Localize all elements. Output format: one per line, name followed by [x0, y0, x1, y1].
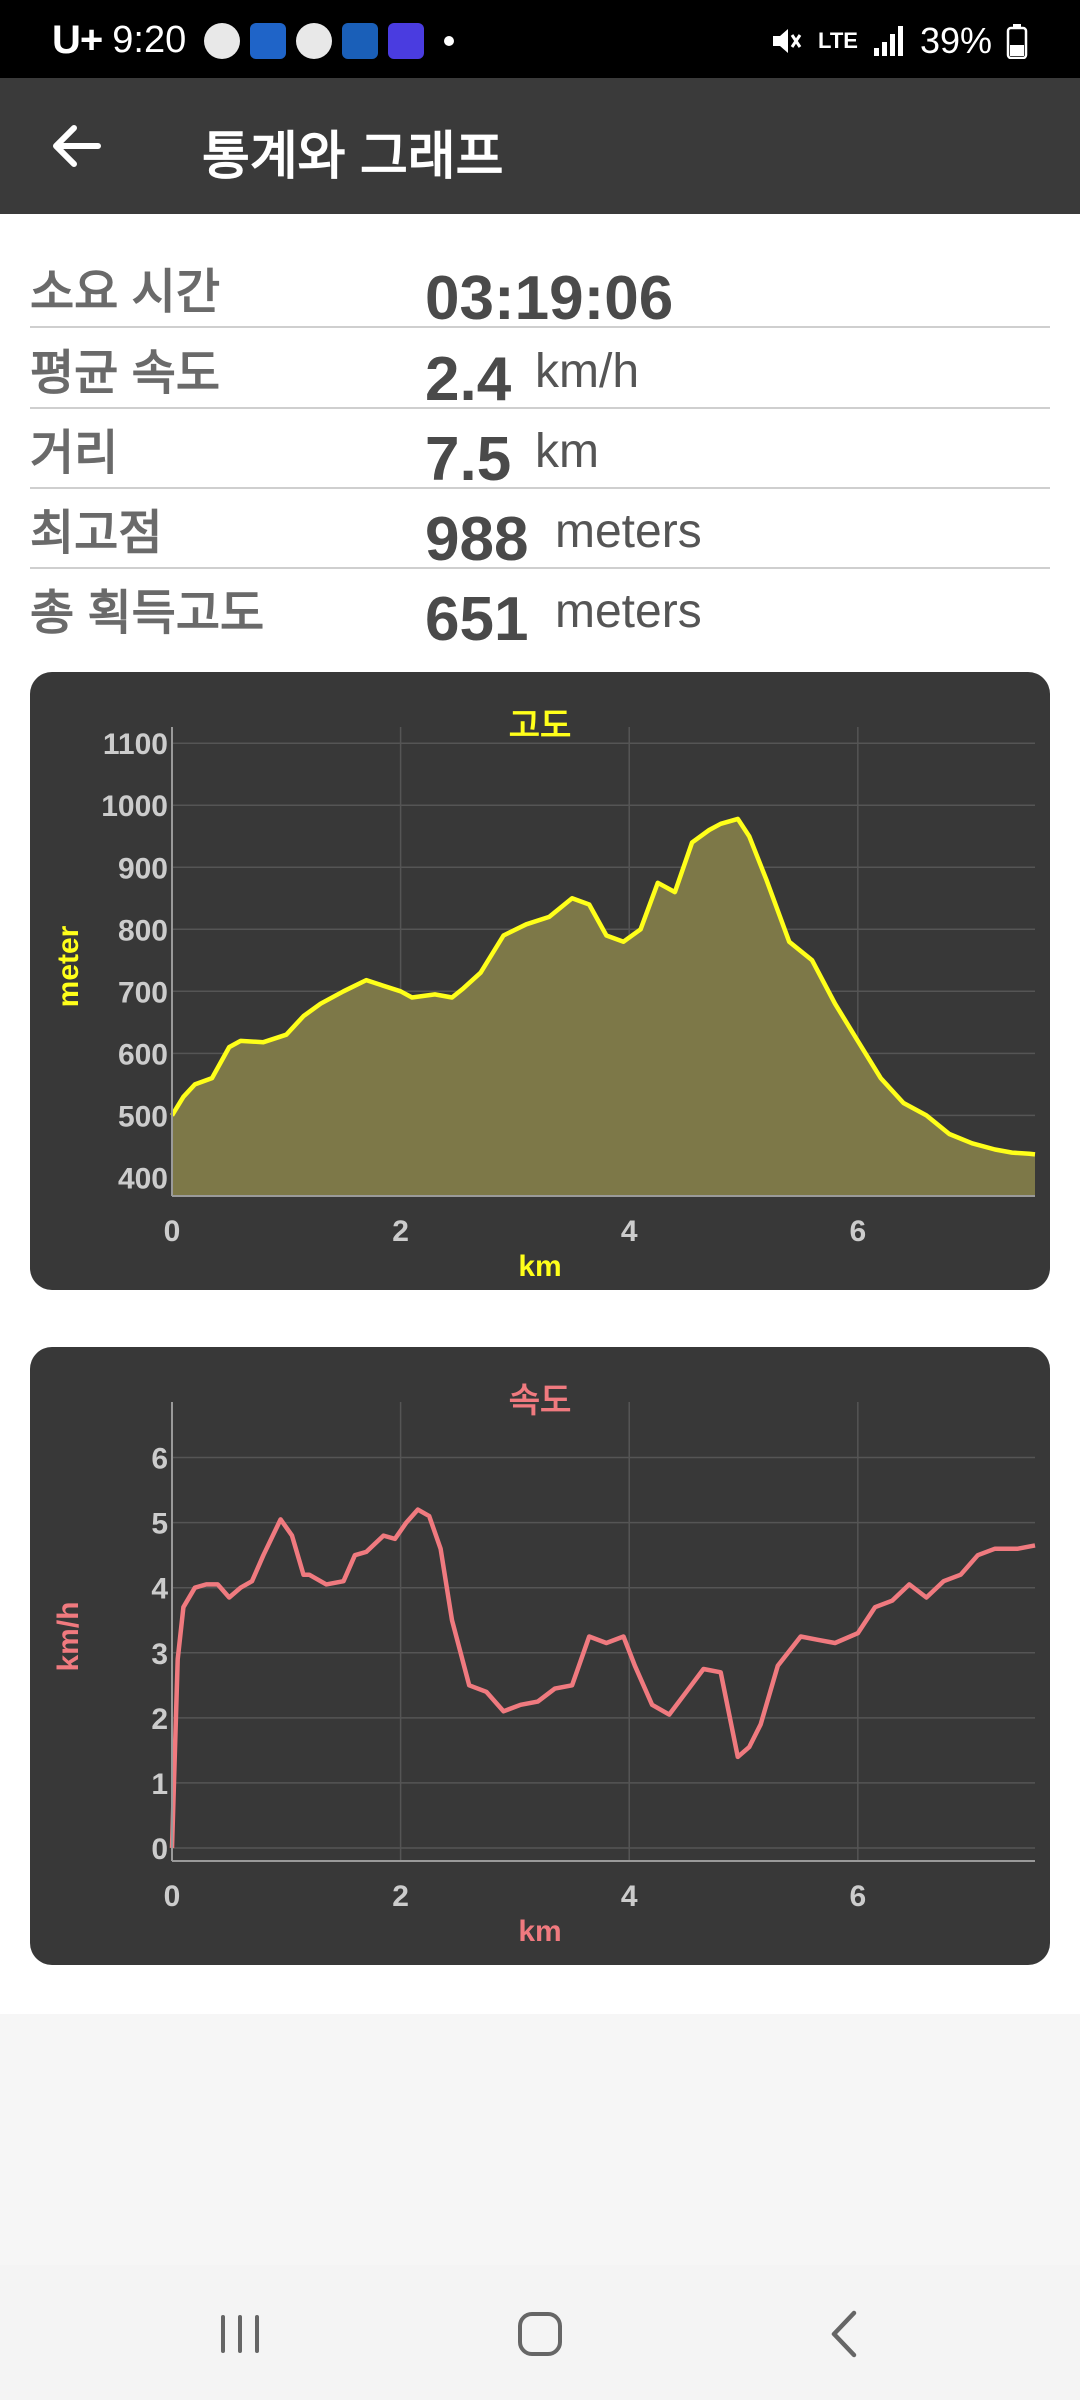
- mute-icon: [773, 29, 802, 53]
- stat-unit: km/h: [535, 345, 640, 398]
- elevation-chart: 400 500 600 700 800 900 1000 1100 0 2 4 6 고도 km meter: [52, 706, 1036, 1283]
- y-tick-label: 4: [151, 1573, 168, 1606]
- x-tick-label: 0: [164, 1215, 181, 1248]
- x-tick-label: 4: [621, 1215, 638, 1248]
- x-tick-label: 6: [849, 1880, 866, 1913]
- stat-row-avg-speed: 평균 속도 2.4 km/h: [30, 327, 1050, 414]
- message-bubble-icon: [296, 22, 333, 59]
- stat-value: 651: [425, 585, 529, 654]
- stat-row-elevation-gain: 총 획득고도 651 meters: [30, 567, 1050, 654]
- stat-label: 최고점: [30, 507, 163, 560]
- x-axis-label: km: [518, 1250, 561, 1283]
- series-line: [169, 1507, 1036, 1849]
- network-type: LTE: [818, 28, 858, 53]
- stat-value: 7.5: [425, 425, 512, 494]
- chart-title: 속도: [509, 1381, 572, 1421]
- x-tick-label: 2: [392, 1880, 409, 1913]
- stat-label: 평균 속도: [30, 347, 220, 400]
- bank-app-icon: [250, 22, 287, 59]
- elevation-chart-card: 400 500 600 700 800 900 1000 1100 0 2 4 6 고도 km meter: [30, 672, 1050, 1290]
- stat-value: 988: [425, 505, 529, 574]
- recent-apps-icon[interactable]: [205, 2299, 275, 2369]
- stats-content: 소요 시간 03:19:06 평균 속도 2.4 km/h 거리 7.5 km …: [0, 214, 1080, 2014]
- back-icon[interactable]: [810, 2299, 880, 2369]
- more-notifications-icon: [444, 35, 455, 46]
- stat-value: 2.4: [425, 345, 512, 414]
- navigation-bar: [0, 2265, 1080, 2400]
- speed-chart-card: 0 1 2 3 4 5 6 0 2 4 6 속도 km km/h: [30, 1347, 1050, 1965]
- stat-row-highest-point: 최고점 988 meters: [30, 487, 1050, 574]
- stat-label: 총 획득고도: [30, 587, 265, 640]
- y-axis-label: meter: [52, 925, 85, 1007]
- battery-percent: 39%: [919, 20, 992, 61]
- y-tick-label: 800: [118, 914, 168, 947]
- back-arrow-icon[interactable]: [40, 110, 112, 182]
- y-tick-label: 1000: [101, 790, 168, 823]
- stat-label: 거리: [30, 427, 119, 480]
- y-tick-label: 0: [151, 1833, 168, 1866]
- stat-unit: km: [535, 425, 599, 478]
- stat-unit: meters: [555, 505, 702, 558]
- series-line: [170, 816, 1036, 1157]
- y-tick-label: 1100: [103, 728, 168, 761]
- y-tick-label: 5: [151, 1508, 168, 1541]
- stat-unit: meters: [555, 585, 702, 638]
- y-tick-label: 400: [118, 1162, 168, 1195]
- area-fill: [172, 818, 1035, 1196]
- clock: 9:20: [112, 19, 187, 61]
- y-tick-label: 1: [151, 1768, 168, 1801]
- signal-icon: [873, 26, 903, 56]
- stat-value: 03:19:06: [425, 264, 674, 333]
- x-tick-label: 2: [392, 1215, 409, 1248]
- y-tick-label: 2: [151, 1703, 168, 1736]
- stat-row-duration: 소요 시간 03:19:06: [30, 246, 1050, 333]
- x-tick-label: 0: [164, 1880, 181, 1913]
- x-tick-label: 6: [849, 1215, 866, 1248]
- status-bar: U+ 9:20 LTE 39%: [0, 0, 1080, 78]
- y-tick-label: 600: [118, 1038, 168, 1071]
- card-app-icon: [342, 22, 379, 59]
- x-tick-label: 4: [621, 1880, 638, 1913]
- stat-row-distance: 거리 7.5 km: [30, 407, 1050, 494]
- payment-app-icon: [388, 22, 425, 59]
- chart-title: 고도: [509, 706, 572, 746]
- carrier-label: U+: [52, 18, 103, 62]
- home-icon[interactable]: [505, 2299, 575, 2369]
- y-tick-label: 700: [118, 976, 168, 1009]
- y-tick-label: 900: [118, 852, 168, 885]
- battery-icon: [1006, 24, 1028, 59]
- y-tick-label: 500: [118, 1100, 168, 1133]
- app-bar: 통계와 그래프: [0, 78, 1080, 214]
- page-title: 통계와 그래프: [202, 128, 504, 186]
- y-axis-label: km/h: [52, 1601, 85, 1671]
- y-tick-label: 3: [151, 1638, 168, 1671]
- stat-label: 소요 시간: [30, 266, 220, 319]
- x-axis-label: km: [518, 1915, 561, 1948]
- chat-bubble-icon: [204, 22, 241, 59]
- y-tick-label: 6: [151, 1443, 168, 1476]
- speed-chart: 0 1 2 3 4 5 6 0 2 4 6 속도 km km/h: [52, 1381, 1036, 1948]
